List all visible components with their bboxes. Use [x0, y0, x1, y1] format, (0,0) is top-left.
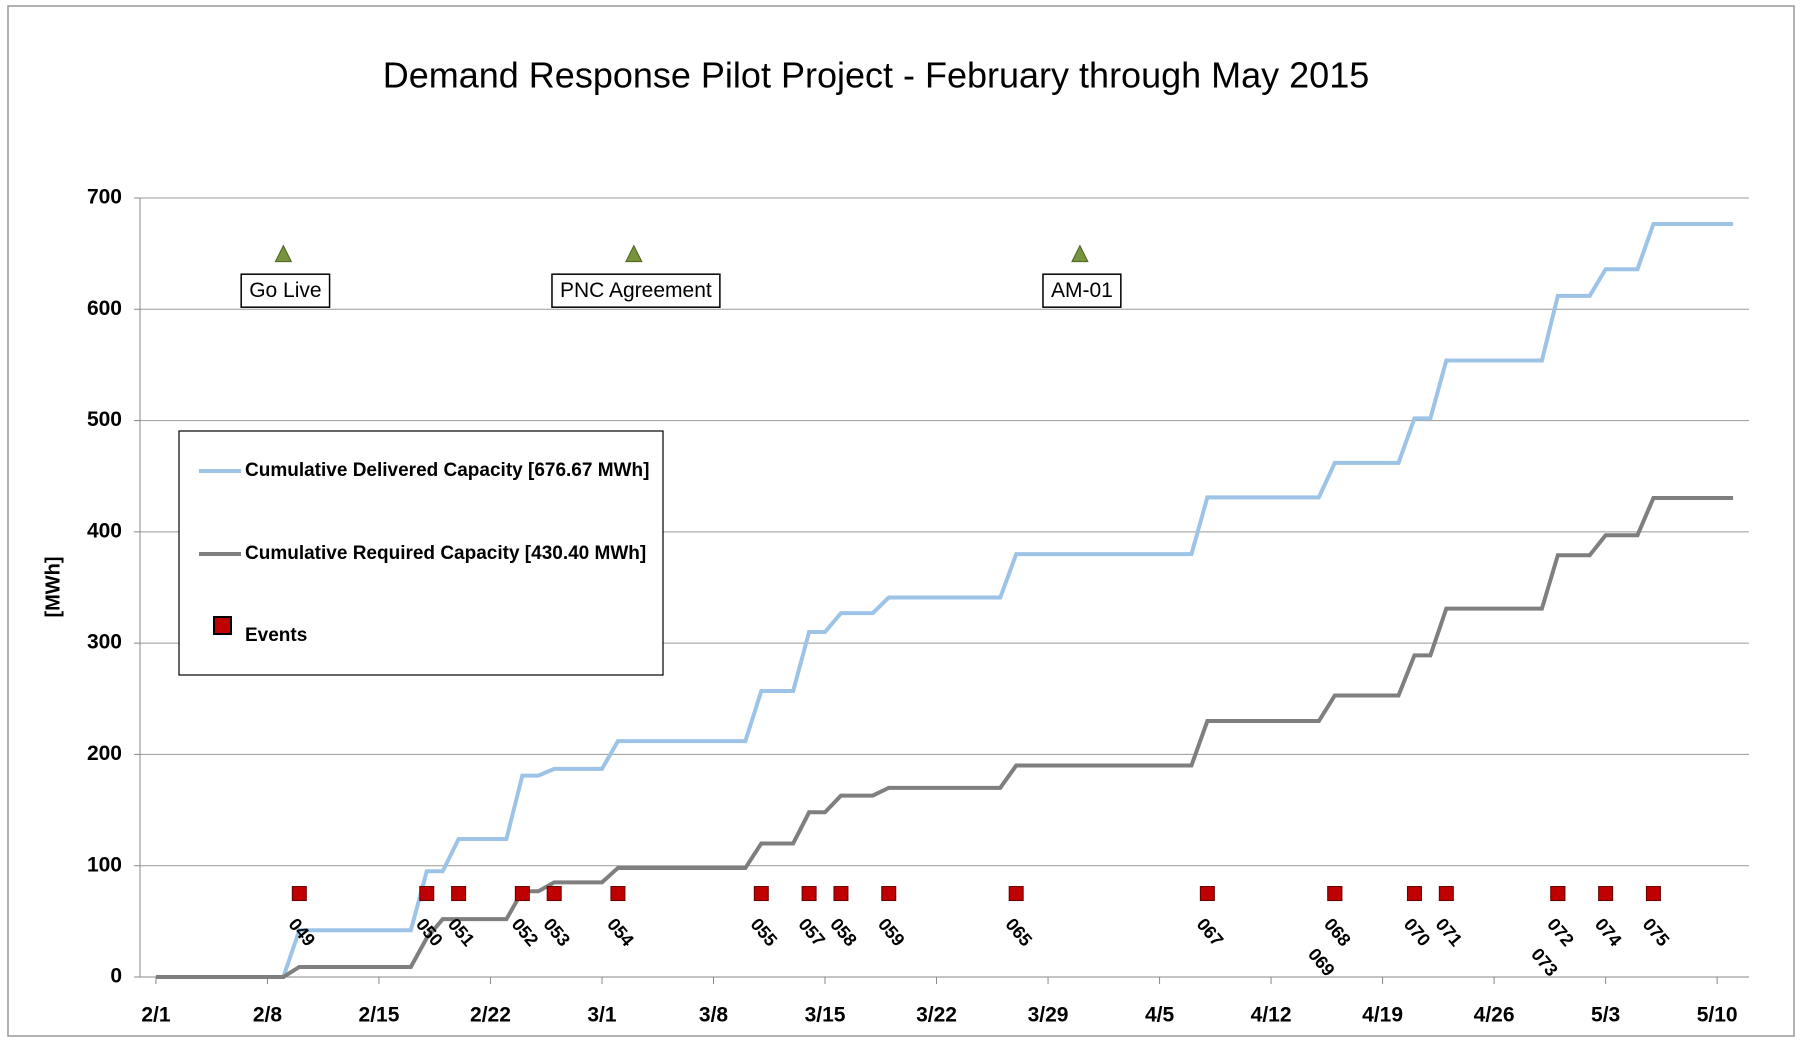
event-marker [291, 886, 307, 902]
x-tick-label: 4/5 [1145, 1004, 1175, 1027]
x-tick-label: 2/8 [253, 1004, 283, 1027]
event-marker [451, 886, 467, 902]
event-marker [1438, 886, 1454, 902]
event-marker [833, 886, 849, 902]
series-line [155, 221, 1734, 979]
x-tick-label: 2/1 [141, 1004, 171, 1027]
milestone-label: AM-01 [1051, 279, 1113, 302]
x-tick-label: 4/12 [1251, 1004, 1292, 1027]
y-tick-label: 200 [87, 742, 122, 765]
x-tick-label: 3/22 [916, 1004, 957, 1027]
x-tick-label: 4/19 [1362, 1004, 1403, 1027]
x-tick-label: 3/8 [699, 1004, 729, 1027]
milestone-box [240, 273, 331, 308]
y-axis-label: [MWh] [42, 556, 64, 617]
event-marker [546, 886, 562, 902]
chart-title: Demand Response Pilot Project - February… [383, 55, 1370, 96]
event-marker [1598, 886, 1614, 902]
milestone-box [1042, 273, 1122, 308]
y-tick-label: 700 [87, 186, 122, 209]
x-tick-label: 2/15 [359, 1004, 400, 1027]
legend: Cumulative Delivered Capacity [676.67 MW… [178, 430, 664, 676]
event-marker [1406, 886, 1422, 902]
series-line [155, 496, 1734, 979]
legend-label: Events [245, 625, 307, 646]
event-marker [753, 886, 769, 902]
x-tick-label: 5/3 [1591, 1004, 1620, 1027]
legend-swatch [213, 616, 232, 635]
event-marker [801, 886, 817, 902]
milestone-marker [274, 244, 293, 263]
milestone-label: Go Live [249, 279, 321, 302]
x-tick-label: 2/22 [470, 1004, 511, 1027]
y-tick-label: 300 [87, 631, 122, 654]
milestone-label: PNC Agreement [560, 279, 712, 302]
event-marker [1327, 886, 1343, 902]
y-tick-label: 600 [87, 297, 122, 320]
y-tick-label: 500 [87, 408, 122, 431]
y-tick-label: 0 [110, 965, 122, 988]
milestone-box [551, 273, 721, 308]
event-marker [610, 886, 626, 902]
x-tick-label: 3/15 [805, 1004, 846, 1027]
event-marker [1008, 886, 1024, 902]
y-tick-label: 100 [87, 853, 122, 876]
x-tick-label: 4/26 [1474, 1004, 1515, 1027]
legend-label: Cumulative Delivered Capacity [676.67 MW… [245, 460, 649, 481]
event-marker [1199, 886, 1215, 902]
event-marker [1645, 886, 1661, 902]
x-tick-label: 3/1 [587, 1004, 617, 1027]
milestone-marker [625, 244, 643, 263]
x-tick-label: 5/10 [1697, 1004, 1738, 1027]
event-marker [514, 886, 530, 902]
y-tick-label: 400 [87, 519, 122, 542]
event-marker [419, 886, 435, 902]
milestone-marker [1071, 244, 1089, 263]
x-tick-label: 3/29 [1028, 1004, 1069, 1027]
event-marker [1550, 886, 1566, 902]
legend-box [178, 430, 664, 676]
legend-label: Cumulative Required Capacity [430.40 MWh… [245, 543, 646, 564]
event-marker [881, 886, 897, 902]
